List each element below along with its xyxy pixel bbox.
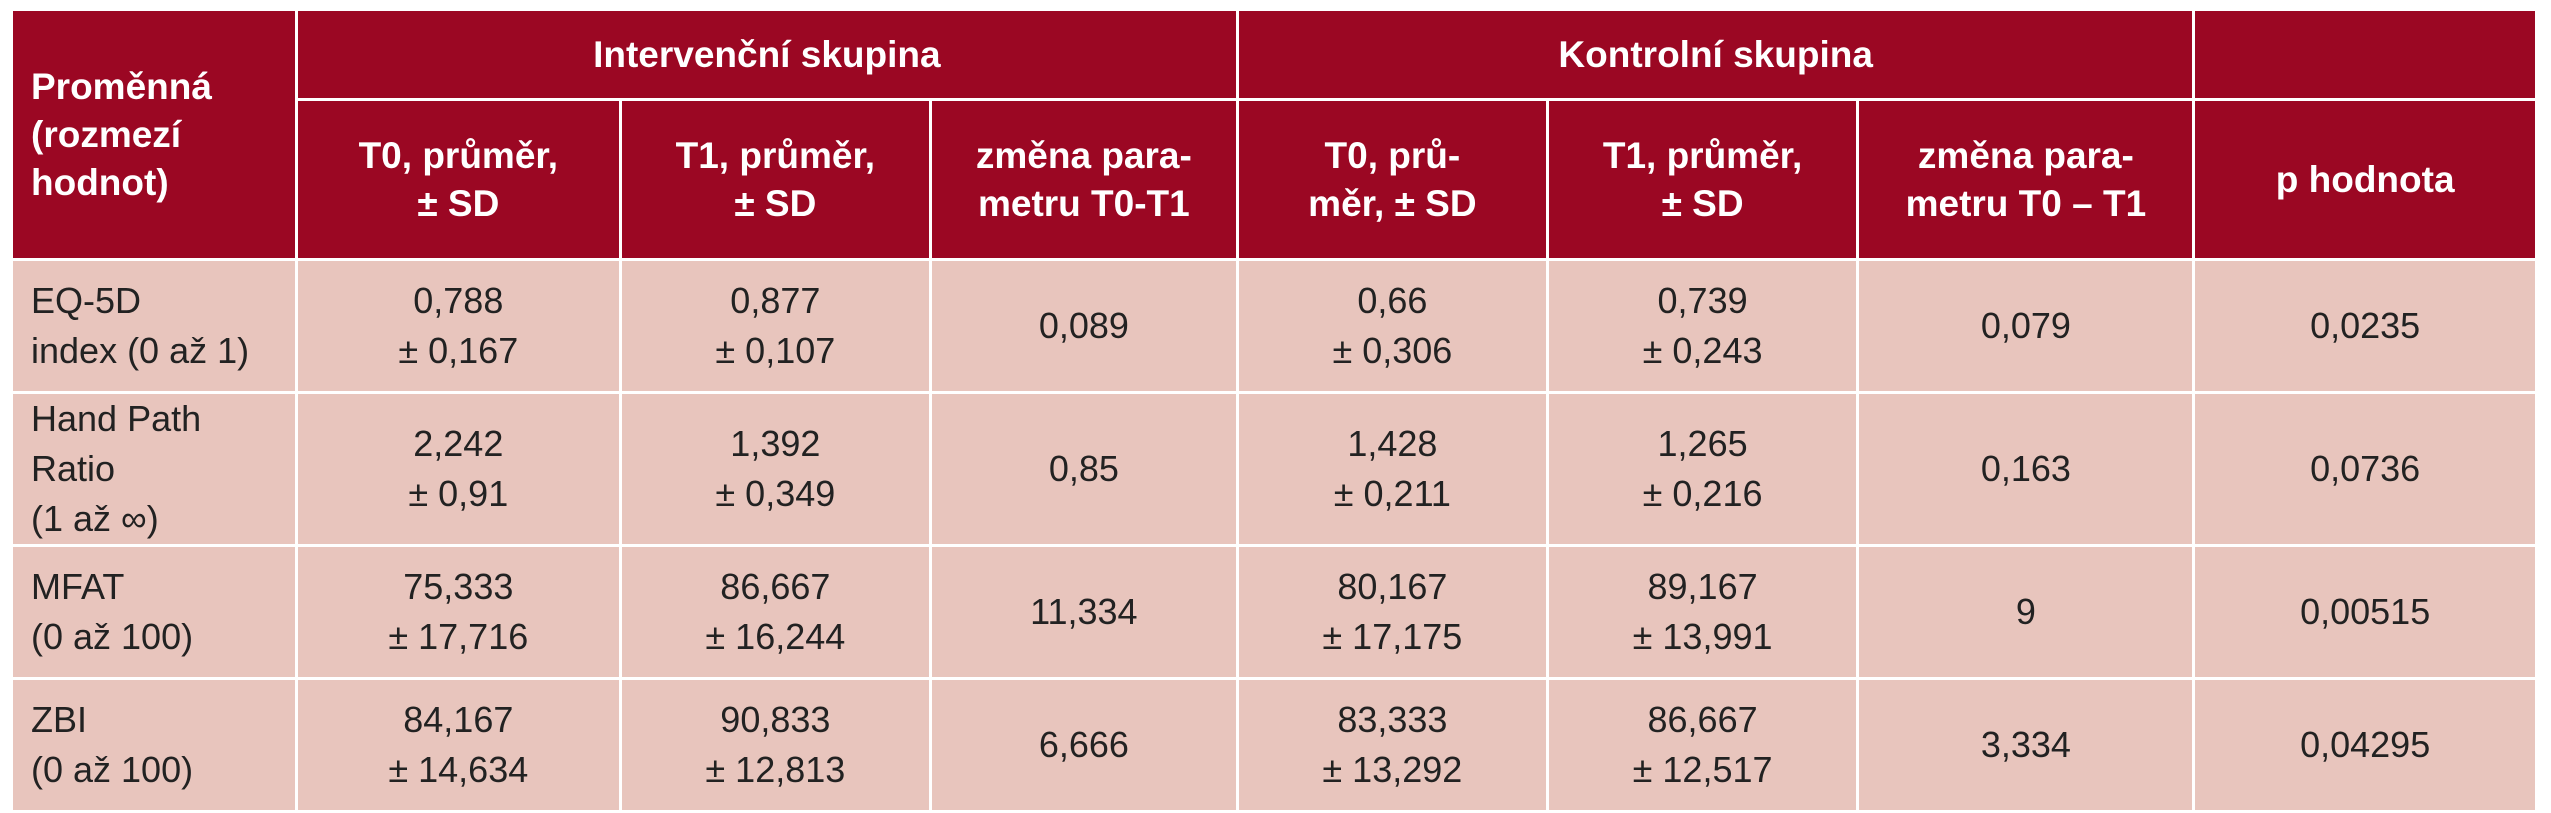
header-int-t0: T0, průměr, ± SD <box>294 98 623 261</box>
cell-int-change: 6,666 <box>928 677 1240 813</box>
cell-p-value: 0,00515 <box>2192 544 2538 680</box>
cell-ctl-t0: 1,428 ± 0,211 <box>1236 391 1549 547</box>
cell-int-t0: 75,333 ± 17,716 <box>294 544 623 680</box>
header-empty <box>2192 8 2538 101</box>
header-ctl-t0: T0, prů- měr, ± SD <box>1236 98 1549 261</box>
header-control-group: Kontrolní skupina <box>1236 8 2196 101</box>
header-int-change: změna para- metru T0-T1 <box>928 98 1240 261</box>
header-variable: Proměnná (rozmezí hodnot) <box>10 8 298 261</box>
cell-int-change: 11,334 <box>928 544 1240 680</box>
header-ctl-t1: T1, průměr, ± SD <box>1545 98 1860 261</box>
cell-ctl-t1: 0,739 ± 0,243 <box>1545 258 1860 394</box>
cell-int-t0: 0,788 ± 0,167 <box>294 258 623 394</box>
table-row: MFAT (0 až 100) 75,333 ± 17,716 86,667 ± 16… <box>10 544 2538 680</box>
cell-ctl-t1: 1,265 ± 0,216 <box>1545 391 1860 547</box>
cell-int-t1: 1,392 ± 0,349 <box>619 391 932 547</box>
cell-p-value: 0,04295 <box>2192 677 2538 813</box>
cell-int-t1: 90,833 ± 12,813 <box>619 677 932 813</box>
cell-ctl-change: 0,079 <box>1856 258 2196 394</box>
header-int-t1: T1, průměr, ± SD <box>619 98 932 261</box>
row-label: Hand Path Ratio (1 až ∞) <box>10 391 298 547</box>
cell-ctl-change: 0,163 <box>1856 391 2196 547</box>
cell-int-t1: 0,877 ± 0,107 <box>619 258 932 394</box>
header-intervention-group: Intervenční skupina <box>294 8 1240 101</box>
table-row: EQ-5D index (0 až 1) 0,788 ± 0,167 0,877 ± … <box>10 258 2538 394</box>
cell-int-change: 0,85 <box>928 391 1240 547</box>
results-table: Proměnná (rozmezí hodnot) Intervenční sk… <box>10 8 2538 813</box>
row-label: ZBI (0 až 100) <box>10 677 298 813</box>
cell-ctl-change: 9 <box>1856 544 2196 680</box>
row-label: MFAT (0 až 100) <box>10 544 298 680</box>
table-row: Hand Path Ratio (1 až ∞) 2,242 ± 0,91 1,39… <box>10 391 2538 547</box>
cell-p-value: 0,0736 <box>2192 391 2538 547</box>
cell-ctl-t1: 89,167 ± 13,991 <box>1545 544 1860 680</box>
cell-int-t0: 2,242 ± 0,91 <box>294 391 623 547</box>
cell-int-t0: 84,167 ± 14,634 <box>294 677 623 813</box>
row-label: EQ-5D index (0 až 1) <box>10 258 298 394</box>
cell-ctl-t0: 0,66 ± 0,306 <box>1236 258 1549 394</box>
cell-ctl-t1: 86,667 ± 12,517 <box>1545 677 1860 813</box>
header-ctl-change: změna para- metru T0 – T1 <box>1856 98 2196 261</box>
cell-int-change: 0,089 <box>928 258 1240 394</box>
cell-ctl-t0: 80,167 ± 17,175 <box>1236 544 1549 680</box>
cell-ctl-t0: 83,333 ± 13,292 <box>1236 677 1549 813</box>
cell-p-value: 0,0235 <box>2192 258 2538 394</box>
table-row: ZBI (0 až 100) 84,167 ± 14,634 90,833 ± 12,… <box>10 677 2538 813</box>
cell-int-t1: 86,667 ± 16,244 <box>619 544 932 680</box>
cell-ctl-change: 3,334 <box>1856 677 2196 813</box>
header-p-value: p hodnota <box>2192 98 2538 261</box>
